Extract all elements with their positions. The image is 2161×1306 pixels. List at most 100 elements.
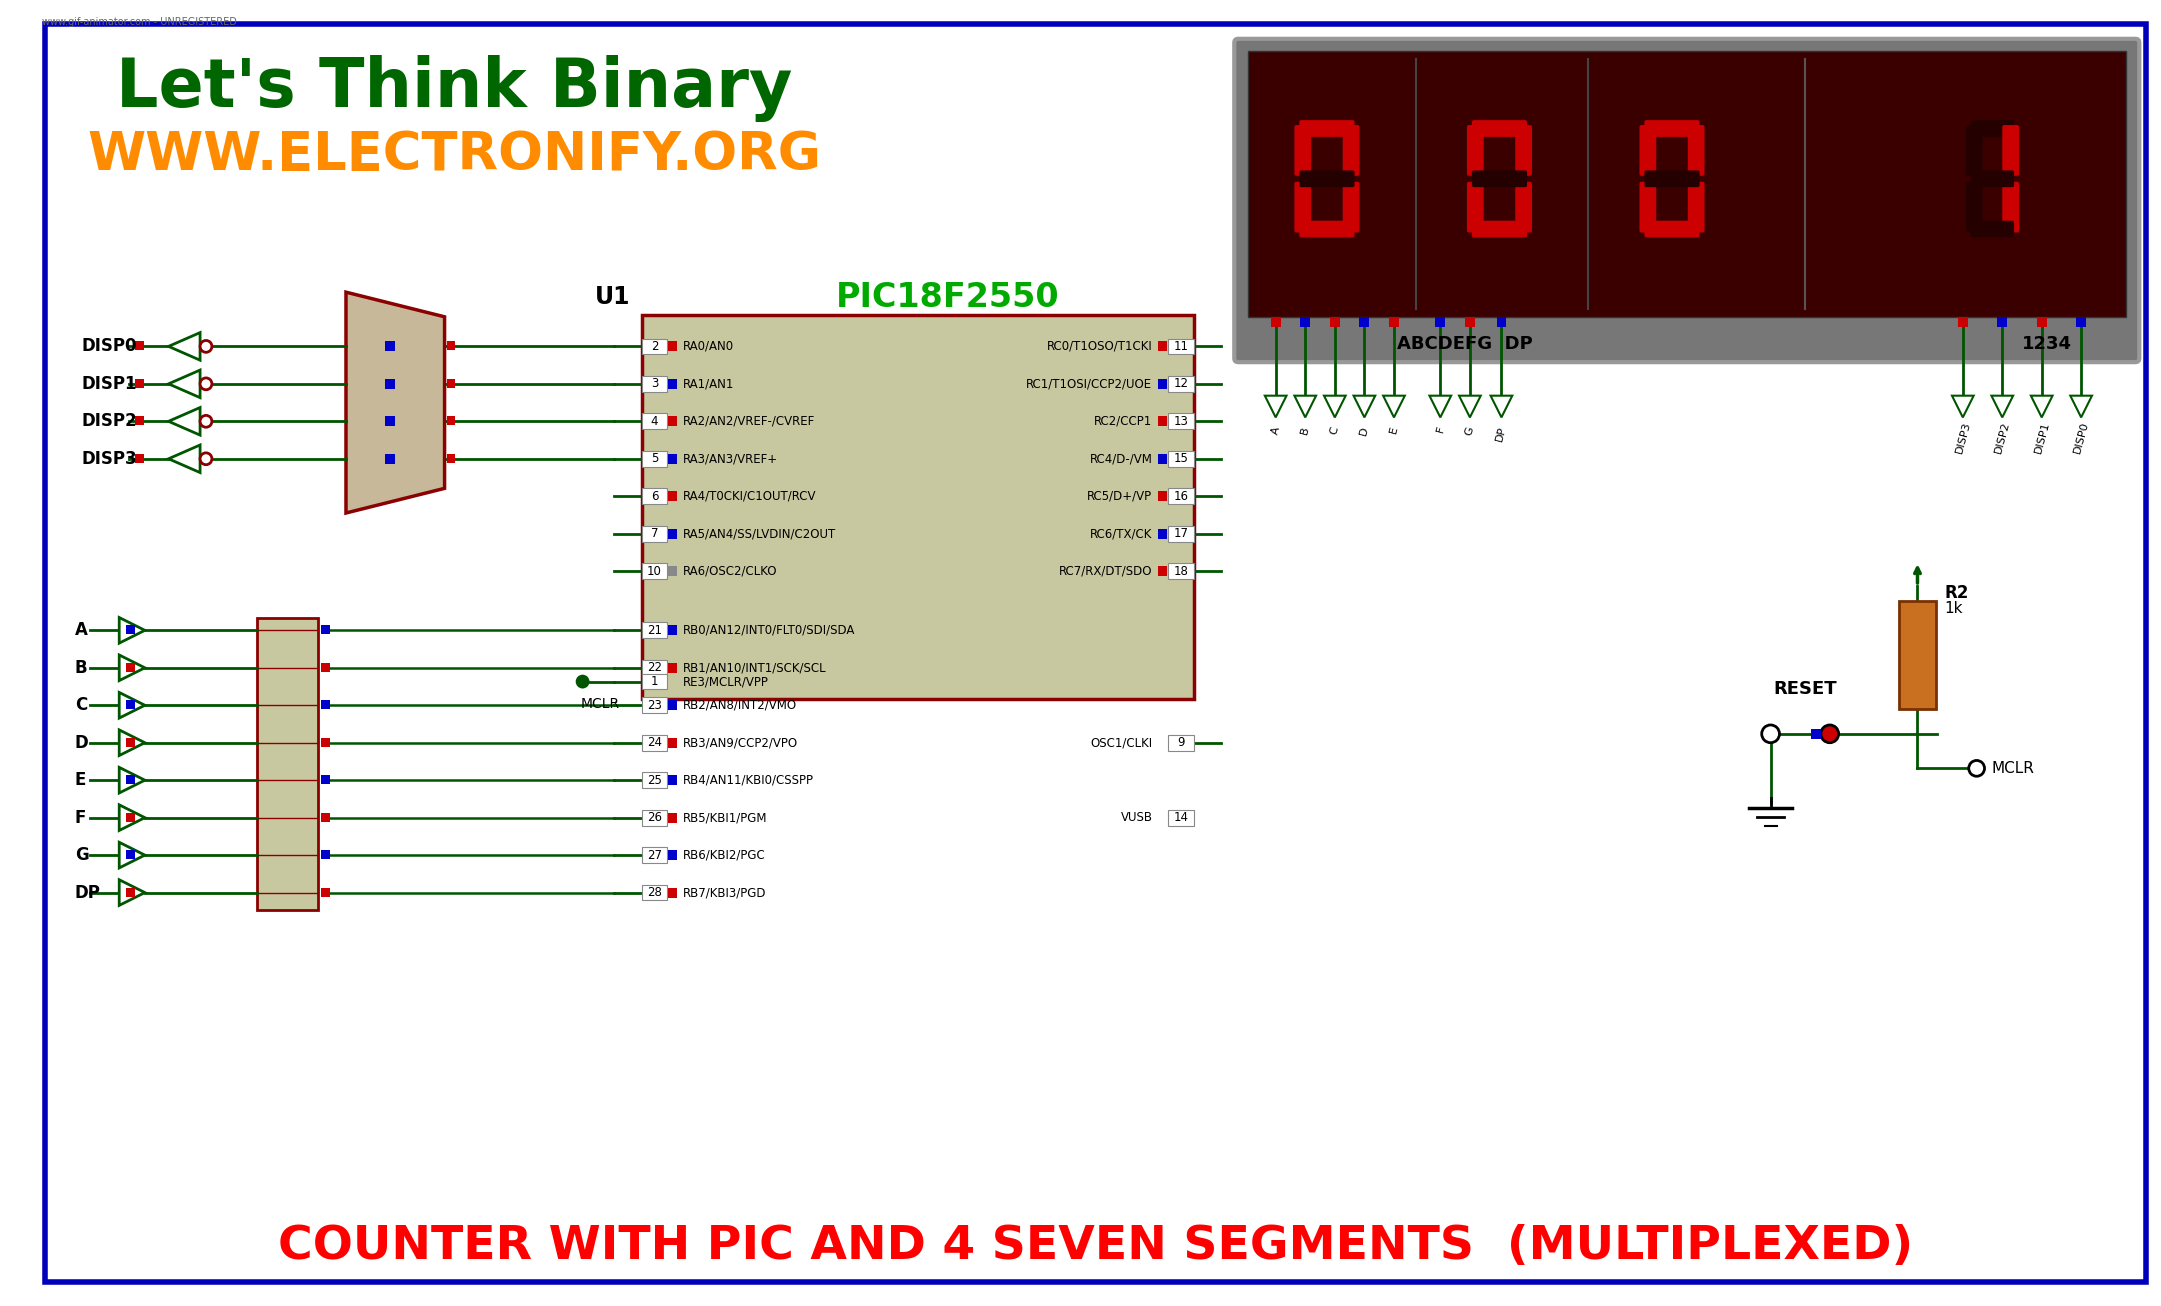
Text: 13: 13 — [1173, 415, 1189, 428]
Text: DISP1: DISP1 — [2034, 421, 2051, 454]
Bar — [642, 315, 1193, 699]
Bar — [257, 619, 318, 910]
Text: 11: 11 — [1173, 340, 1189, 353]
FancyBboxPatch shape — [1472, 170, 1528, 187]
FancyBboxPatch shape — [1299, 120, 1355, 137]
Text: DP: DP — [1495, 426, 1508, 443]
Bar — [125, 850, 134, 859]
Bar — [1158, 341, 1167, 351]
Text: 24: 24 — [646, 737, 661, 750]
Text: 23: 23 — [646, 699, 661, 712]
Polygon shape — [1383, 396, 1405, 418]
Text: 25: 25 — [646, 773, 661, 786]
Polygon shape — [119, 618, 145, 643]
Text: RB3/AN9/CCP2/VPO: RB3/AN9/CCP2/VPO — [683, 737, 797, 750]
FancyBboxPatch shape — [1234, 39, 2139, 362]
Text: 21: 21 — [646, 624, 661, 637]
Bar — [668, 888, 676, 897]
Text: 15: 15 — [1173, 452, 1189, 465]
Bar — [134, 341, 145, 350]
Bar — [642, 563, 668, 579]
Bar — [2077, 317, 2085, 326]
Bar — [1390, 317, 1398, 326]
Text: 22: 22 — [646, 661, 661, 674]
Text: 4: 4 — [650, 415, 659, 428]
Text: B: B — [76, 658, 86, 677]
Text: COUNTER WITH PIC AND 4 SEVEN SEGMENTS  (MULTIPLEXED): COUNTER WITH PIC AND 4 SEVEN SEGMENTS (M… — [279, 1224, 1912, 1269]
Bar — [322, 812, 331, 821]
Bar — [642, 735, 668, 751]
Bar — [668, 454, 676, 464]
Text: RA4/T0CKI/C1OUT/RCV: RA4/T0CKI/C1OUT/RCV — [683, 490, 817, 503]
Text: WWW.ELECTRONIFY.ORG: WWW.ELECTRONIFY.ORG — [86, 129, 821, 182]
Text: 3: 3 — [650, 377, 659, 390]
FancyBboxPatch shape — [1967, 125, 1982, 176]
Bar — [1169, 338, 1193, 354]
Bar — [668, 417, 676, 426]
FancyBboxPatch shape — [1515, 182, 1532, 232]
Bar — [1997, 317, 2008, 326]
FancyBboxPatch shape — [1299, 170, 1355, 187]
Text: DISP1: DISP1 — [82, 375, 138, 393]
Text: 28: 28 — [646, 885, 661, 899]
Text: RB0/AN12/INT0/FLT0/SDI/SDA: RB0/AN12/INT0/FLT0/SDI/SDA — [683, 624, 856, 637]
Bar — [642, 697, 668, 713]
Text: DISP0: DISP0 — [82, 337, 138, 355]
FancyBboxPatch shape — [2003, 182, 2018, 232]
Bar — [642, 376, 668, 392]
Bar — [668, 700, 676, 710]
Text: G: G — [76, 846, 89, 865]
Text: 27: 27 — [646, 849, 661, 862]
Text: 26: 26 — [646, 811, 661, 824]
Bar — [1811, 729, 1822, 739]
Bar — [125, 888, 134, 896]
Text: RE3/MCLR/VPP: RE3/MCLR/VPP — [683, 675, 769, 688]
Text: DP: DP — [76, 884, 102, 901]
Bar — [1465, 317, 1474, 326]
Bar — [1158, 491, 1167, 502]
Bar — [1169, 810, 1193, 825]
Text: RC2/CCP1: RC2/CCP1 — [1093, 415, 1152, 428]
Polygon shape — [169, 370, 201, 397]
Bar — [642, 526, 668, 542]
Bar — [134, 454, 145, 462]
Bar — [668, 341, 676, 351]
Bar — [668, 626, 676, 635]
FancyBboxPatch shape — [1645, 120, 1699, 137]
FancyBboxPatch shape — [1467, 182, 1485, 232]
Polygon shape — [119, 692, 145, 718]
Text: 1234: 1234 — [2023, 334, 2072, 353]
Bar — [668, 776, 676, 785]
FancyBboxPatch shape — [1342, 182, 1359, 232]
Bar — [125, 738, 134, 747]
Text: Let's Think Binary: Let's Think Binary — [117, 55, 793, 121]
Bar — [668, 529, 676, 538]
Text: A: A — [1271, 426, 1281, 435]
Text: A: A — [76, 622, 89, 640]
Bar — [125, 626, 134, 635]
Bar — [1958, 317, 1969, 326]
Text: 18: 18 — [1173, 564, 1189, 577]
FancyBboxPatch shape — [1645, 170, 1699, 187]
Text: 7: 7 — [650, 528, 659, 541]
Bar — [1169, 376, 1193, 392]
Bar — [447, 417, 456, 426]
Bar — [385, 454, 395, 464]
Bar — [1158, 454, 1167, 464]
Bar — [642, 660, 668, 675]
Text: R2: R2 — [1945, 584, 1969, 602]
Bar — [322, 663, 331, 671]
Polygon shape — [1294, 396, 1316, 418]
Text: E: E — [76, 771, 86, 789]
FancyBboxPatch shape — [1299, 221, 1355, 238]
Bar — [642, 772, 668, 788]
Bar — [642, 884, 668, 900]
Bar — [642, 451, 668, 466]
Text: 6: 6 — [650, 490, 659, 503]
Text: RC0/T1OSO/T1CKI: RC0/T1OSO/T1CKI — [1046, 340, 1152, 353]
Bar — [385, 417, 395, 426]
Bar — [668, 738, 676, 747]
Text: F: F — [76, 808, 86, 827]
Bar — [1169, 414, 1193, 430]
Bar — [322, 850, 331, 859]
